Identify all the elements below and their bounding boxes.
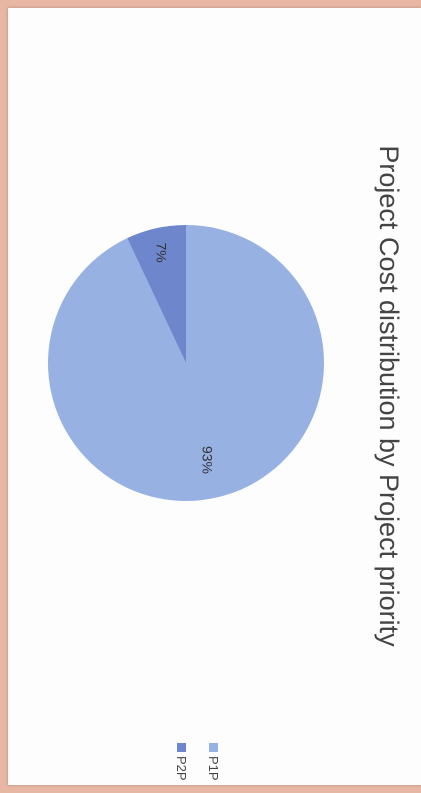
legend-label-p2p: P2P	[174, 756, 189, 781]
chart-title: Project Cost distribution by Project pri…	[374, 145, 404, 647]
slice-label-p2p: 7%	[153, 242, 169, 262]
pie-slices	[48, 225, 324, 501]
pie-slice-p1p	[48, 225, 324, 501]
legend-swatch-p1p	[209, 743, 218, 752]
pie-slice-p2p	[127, 225, 186, 363]
legend-label-p1p: P1P	[206, 756, 221, 781]
slice-label-p1p: 93%	[200, 446, 216, 474]
legend-swatch-p2p	[177, 743, 186, 752]
legend: P1P P2P	[174, 743, 221, 781]
